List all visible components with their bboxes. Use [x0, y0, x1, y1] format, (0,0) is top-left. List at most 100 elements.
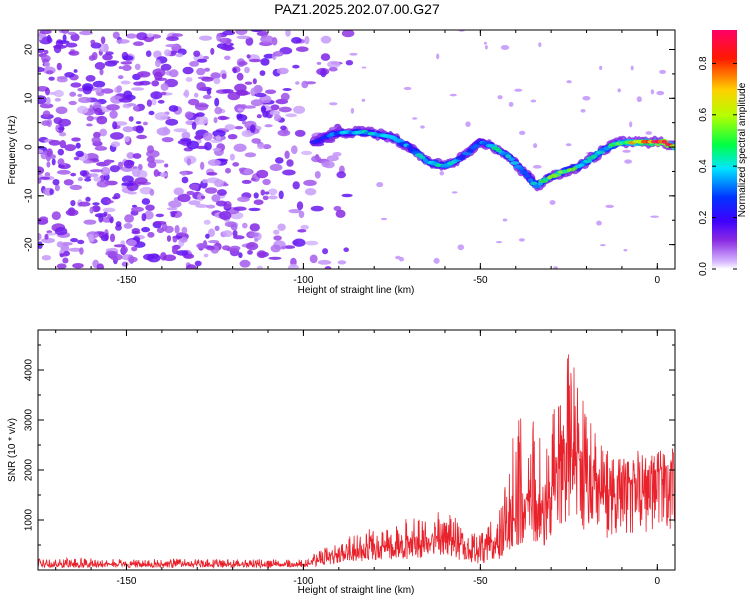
noise-blob — [314, 171, 321, 179]
noise-blob — [38, 233, 42, 241]
noise-blob — [85, 196, 91, 202]
noise-blob — [622, 149, 631, 153]
noise-blob — [288, 209, 302, 214]
noise-blob — [269, 163, 283, 172]
noise-blob — [71, 137, 81, 142]
noise-blob — [241, 130, 254, 138]
noise-blob — [41, 120, 51, 126]
noise-blob — [328, 67, 338, 72]
noise-blob — [104, 159, 112, 166]
noise-blob — [109, 165, 120, 173]
noise-blob — [659, 69, 667, 74]
noise-blob — [278, 190, 284, 200]
noise-blob — [273, 235, 282, 241]
noise-blob — [143, 210, 154, 220]
noise-blob — [285, 113, 297, 118]
noise-blob — [122, 55, 134, 61]
noise-blob — [273, 114, 282, 122]
noise-blob — [39, 103, 54, 109]
noise-blob — [45, 70, 54, 75]
noise-blob — [156, 227, 165, 234]
noise-blob — [48, 76, 55, 81]
noise-blob — [92, 202, 100, 206]
noise-blob — [70, 238, 79, 243]
noise-blob — [457, 244, 465, 251]
noise-blob — [553, 266, 558, 269]
spectrogram-x-axis-label: Height of straight line (km) — [298, 285, 415, 296]
noise-blob — [173, 128, 187, 133]
noise-blob — [185, 264, 197, 269]
noise-blob — [109, 233, 116, 243]
noise-blob — [232, 67, 237, 74]
noise-blob — [92, 80, 106, 88]
noise-blob — [115, 221, 122, 227]
noise-blob — [107, 60, 120, 64]
noise-blob — [120, 61, 133, 65]
colorbar-tick-label: 0.8 — [698, 56, 709, 70]
noise-blob — [202, 55, 210, 60]
noise-blob — [125, 33, 137, 39]
noise-blob — [146, 99, 152, 107]
noise-blob — [532, 165, 542, 169]
noise-blob — [161, 137, 174, 143]
noise-blob — [79, 30, 93, 36]
noise-blob — [291, 145, 298, 155]
noise-blob — [60, 242, 73, 246]
noise-blob — [148, 110, 155, 116]
noise-blob — [100, 36, 106, 45]
noise-blob — [56, 40, 70, 44]
noise-blob — [116, 39, 130, 44]
x-tick-label: -50 — [473, 275, 488, 286]
noise-blob — [194, 134, 203, 141]
noise-blob — [219, 37, 232, 44]
noise-blob — [269, 110, 281, 116]
noise-blob — [323, 160, 335, 169]
noise-blob — [90, 39, 96, 45]
noise-blob — [52, 179, 60, 186]
noise-blob — [301, 80, 309, 89]
noise-blob — [624, 159, 632, 164]
noise-blob — [70, 172, 77, 177]
noise-blob — [230, 223, 238, 231]
noise-blob — [465, 121, 471, 127]
noise-blob — [38, 241, 43, 249]
noise-blob — [102, 207, 116, 213]
noise-blob — [645, 131, 652, 135]
noise-blob — [186, 190, 195, 196]
noise-blob — [215, 135, 222, 141]
noise-blob — [235, 30, 248, 36]
noise-blob — [214, 225, 220, 231]
noise-blob — [70, 200, 76, 207]
noise-blob — [132, 105, 140, 111]
noise-blob — [232, 162, 240, 167]
noise-blob — [257, 143, 265, 150]
noise-blob — [238, 252, 243, 259]
noise-blob — [112, 121, 118, 130]
noise-blob — [153, 50, 162, 59]
noise-blob — [530, 99, 537, 103]
noise-blob — [497, 95, 503, 100]
noise-blob — [164, 49, 172, 57]
noise-blob — [196, 82, 206, 91]
noise-blob — [224, 55, 231, 60]
noise-blob — [250, 87, 257, 97]
noise-blob — [73, 156, 80, 161]
noise-blob — [214, 179, 225, 188]
noise-blob — [70, 33, 80, 42]
noise-blob — [206, 172, 218, 176]
noise-blob — [136, 134, 148, 140]
noise-blob — [206, 204, 216, 209]
noise-blob — [128, 256, 138, 263]
y-tick-label: 1000 — [24, 508, 35, 531]
noise-blob — [118, 97, 133, 103]
noise-blob — [166, 36, 179, 42]
noise-blob — [260, 189, 266, 196]
noise-blob — [165, 44, 178, 48]
noise-blob — [623, 249, 628, 252]
noise-blob — [46, 161, 51, 168]
noise-blob — [141, 213, 147, 222]
noise-blob — [146, 33, 154, 38]
noise-blob — [630, 65, 634, 71]
noise-blob — [121, 182, 134, 187]
noise-blob — [190, 183, 200, 191]
